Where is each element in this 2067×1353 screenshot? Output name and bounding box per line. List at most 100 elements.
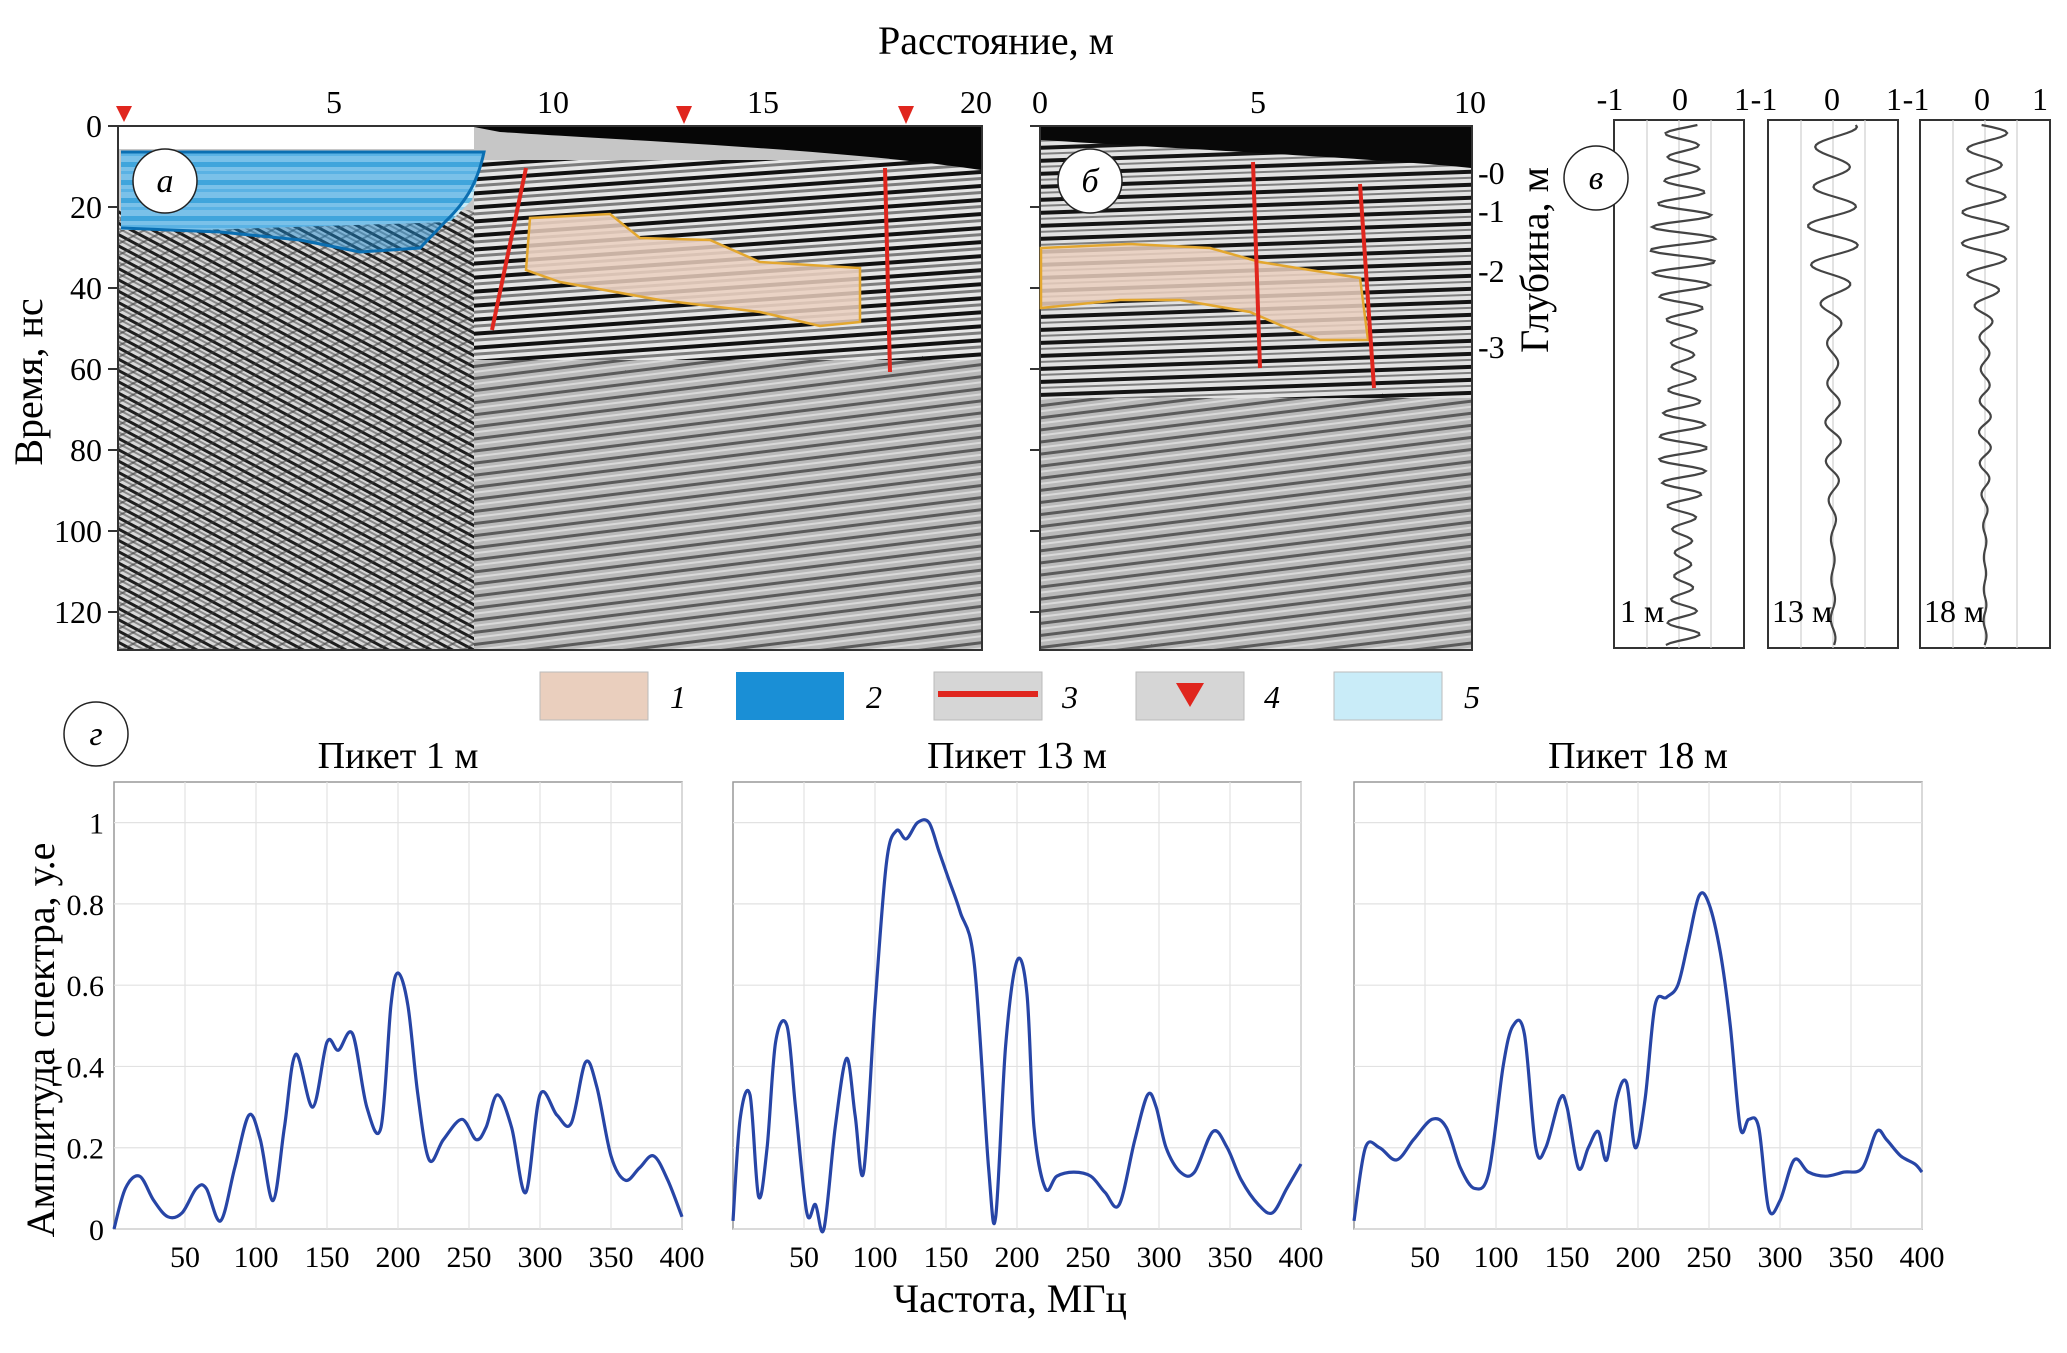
spectrum-x-tick-label: 350 (589, 1241, 634, 1274)
trace-x-tick: -1 (1597, 81, 1624, 117)
trace-line-1 (1649, 123, 1718, 647)
radargram-a-x-tick: 20 (960, 84, 992, 120)
panel-v-circle (1563, 145, 1629, 211)
legend-triangle-4 (1176, 683, 1204, 707)
radargram-a-y-tick: 40 (70, 270, 102, 306)
panel-a-label: а (157, 163, 174, 200)
radargram-a: а (116, 106, 983, 651)
spectrum-x-tick-label: 50 (789, 1241, 819, 1274)
radargram-a-x-tick: 5 (326, 84, 342, 120)
layer-a (524, 212, 862, 328)
spectrum-y-tick-label: 0.8 (67, 889, 105, 922)
radargram-a-x-tick: 10 (537, 84, 569, 120)
spectrum-x-tick-label: 350 (1829, 1241, 1874, 1274)
traces-panel: -1 0 1 -1 0 1 -1 0 1 1 м 13 м 18 м в (1563, 81, 2051, 649)
spectrum-chart: 50 100 150 200 250 300 350 400 Пикет 18 м (1352, 735, 1945, 1274)
legend-swatch-5 (1333, 671, 1443, 721)
depth-tick: -3 (1478, 329, 1505, 365)
spectrum-y-title: Амплитуда спектра, у.е (18, 843, 63, 1238)
radargram-a-y-tick: 80 (70, 432, 102, 468)
legend: 1 2 3 4 5 (539, 671, 1480, 721)
trace-label-13: 13 м (1772, 593, 1832, 629)
water-dark-zone (121, 152, 484, 252)
spectrum-x-tick-label: 150 (924, 1241, 969, 1274)
legend-num-3: 3 (1061, 679, 1078, 715)
spectrum-title: Пикет 1 м (318, 735, 479, 777)
spectrum-y-tick-label: 1 (89, 808, 104, 841)
legend-num-5: 5 (1464, 679, 1480, 715)
legend-swatch-1 (539, 671, 649, 721)
layer-b (1039, 242, 1370, 342)
trace-x-tick: -1 (1751, 81, 1778, 117)
radargram-a-y-tick: 20 (70, 189, 102, 225)
panel-a-circle (132, 148, 198, 214)
radargram-b-y-tickmarks (1030, 125, 1040, 613)
legend-swatch-2 (736, 672, 844, 720)
depth-tick: -0 (1478, 155, 1505, 191)
spectrum-x-tick-label: 100 (1474, 1241, 1519, 1274)
radargram-a-y-ticks: 0 20 40 60 80 100 120 (54, 108, 102, 630)
spectrum-chart: 50 100 150 200 250 300 350 400 Пикет 13 м (731, 735, 1324, 1274)
radargram-b-air (1041, 127, 1471, 168)
radargram-b: б (1039, 125, 1473, 651)
spectrum-series-line (1352, 891, 1924, 1222)
spectrum-x-tick-label: 250 (1066, 1241, 1111, 1274)
radargram-a-y-tick: 0 (86, 108, 102, 144)
marker-triangle-13 (676, 106, 692, 124)
spectrum-y-tick-label: 0.4 (67, 1051, 105, 1084)
spectrum-x-tick-label: 100 (234, 1241, 279, 1274)
spectrum-x-tick-label: 200 (376, 1241, 421, 1274)
marker-triangle-18 (898, 106, 914, 124)
depth-axis: -0 -1 -2 -3 Глубина, м (1471, 126, 1557, 365)
depth-tick: -2 (1478, 253, 1505, 289)
panel-g-label: г (89, 716, 102, 753)
spectrum-chart: 50 100 150 200 250 300 350 400 0 0.2 0.4 0.6 0.8 1 Пик… (67, 735, 705, 1274)
spectrum-x-tick-label: 50 (170, 1241, 200, 1274)
left-axis-title: Время, нс (6, 298, 51, 465)
trace-x-tick: 0 (1974, 81, 1990, 117)
marker-triangle-0 (116, 106, 132, 122)
panel-g-circle (63, 701, 129, 767)
radargram-b-x-tick: 5 (1250, 84, 1266, 120)
spectrum-y-tick-label: 0 (89, 1214, 104, 1247)
water-light-zone (121, 152, 484, 230)
fault-b2 (1358, 183, 1376, 389)
spectrum-x-tick-label: 300 (1137, 1241, 1182, 1274)
radargram-a-y-tick: 60 (70, 351, 102, 387)
trace-line-13 (1807, 124, 1859, 646)
trace-axis-ticks: -1 0 1 -1 0 1 -1 0 1 (1597, 81, 2048, 117)
fault-b1 (1251, 161, 1262, 369)
radargram-a-air (474, 127, 981, 170)
spectrum-x-tick-label: 50 (1410, 1241, 1440, 1274)
radargram-a-x-ticks: 5 10 15 20 (326, 84, 992, 120)
spectrum-x-tick-label: 200 (995, 1241, 1040, 1274)
radargram-b-x-ticks: 0 5 10 (1032, 84, 1486, 120)
legend-num-2: 2 (866, 679, 882, 715)
spectrum-title: Пикет 13 м (927, 735, 1107, 777)
panel-b-circle (1057, 148, 1123, 214)
radargram-a-left-overlay (119, 210, 474, 649)
spectrum-x-tick-label: 150 (1545, 1241, 1590, 1274)
radargram-b-x-tick: 0 (1032, 84, 1048, 120)
spectrum-x-tick-label: 300 (518, 1241, 563, 1274)
legend-num-4: 4 (1264, 679, 1280, 715)
spectrum-x-tick-label: 100 (853, 1241, 898, 1274)
spectra-group: 50 100 150 200 250 300 350 400 0 0.2 0.4 0.6 0.8 1 Пик… (67, 735, 1945, 1274)
depth-tick: -1 (1478, 193, 1505, 229)
spectrum-x-tick-label: 250 (1687, 1241, 1732, 1274)
radargram-b-x-tick: 10 (1454, 84, 1486, 120)
spectrum-x-tick-label: 150 (305, 1241, 350, 1274)
trace-x-tick: 1 (1886, 81, 1902, 117)
top-axis-title: Расстояние, м (878, 18, 1114, 63)
spectrum-x-tick-label: 200 (1616, 1241, 1661, 1274)
radargram-a-y-tick: 100 (54, 513, 102, 549)
spectrum-y-tick-label: 0.2 (67, 1133, 105, 1166)
panel-v-label: в (1589, 160, 1604, 197)
trace-x-tick: 1 (2032, 81, 2048, 117)
trace-x-tick: 0 (1824, 81, 1840, 117)
spectrum-x-tick-label: 250 (447, 1241, 492, 1274)
spectrum-title: Пикет 18 м (1548, 735, 1728, 777)
trace-label-1: 1 м (1620, 593, 1664, 629)
panel-b-label: б (1081, 163, 1100, 200)
